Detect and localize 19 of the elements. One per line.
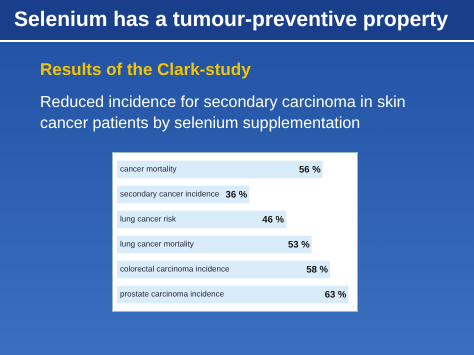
bar (117, 286, 348, 304)
bar (117, 210, 286, 228)
data-label: 36 % (226, 190, 248, 200)
y-tick-label: lung cancer risk (120, 214, 178, 224)
data-label: 53 % (288, 240, 310, 250)
y-tick-label: prostate carcinoma incidence (120, 290, 225, 298)
y-tick-label: cancer mortality (120, 164, 176, 174)
bar (117, 236, 312, 254)
data-label: 46 % (262, 214, 284, 226)
y-tick-label: secondary cancer incidence (120, 190, 220, 198)
data-label: 63 % (324, 290, 347, 300)
data-label: 56 % (299, 164, 322, 176)
text: Reduced incidence for secondary carcinoma in skin cancer patients by selenium supplementation (40, 93, 407, 134)
data-label: 58 % (306, 264, 329, 276)
y-tick-label: lung cancer mortality (120, 240, 194, 248)
bar (117, 160, 323, 178)
chart-title: Selenium has a tumour-preventive property (0, 0, 474, 42)
y-tick-label: colorectal carcinoma incidence (120, 264, 230, 274)
chart-subtitle: Results of the Clark-study (40, 60, 252, 80)
